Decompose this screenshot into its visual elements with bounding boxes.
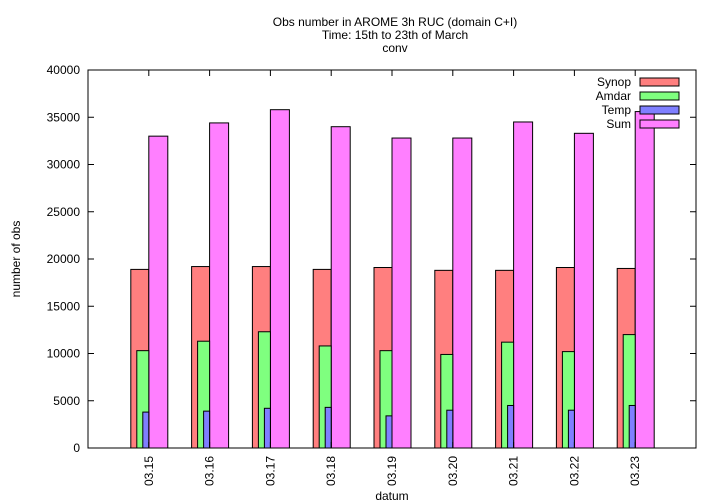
x-tick-label: 03.21 xyxy=(507,456,521,486)
y-tick-label: 25000 xyxy=(47,205,81,219)
chart-title-line-1: Obs number in AROME 3h RUC (domain C+I) xyxy=(273,15,517,29)
x-axis-label: datum xyxy=(375,489,408,503)
bar-sum-03.18 xyxy=(330,126,351,449)
legend-label-synop: Synop xyxy=(597,75,631,89)
y-tick-label: 10000 xyxy=(47,347,81,361)
y-tick-label: 20000 xyxy=(47,252,81,266)
legend-swatch-temp xyxy=(639,105,680,115)
legend-swatch-sum xyxy=(639,119,680,129)
y-tick-label: 15000 xyxy=(47,299,81,313)
x-tick-label: 03.15 xyxy=(142,456,156,486)
x-tick-label: 03.22 xyxy=(567,456,581,486)
legend-label-temp: Temp xyxy=(602,103,632,117)
bar-temp-03.16 xyxy=(203,410,211,449)
x-tick-label: 03.18 xyxy=(324,456,338,486)
chart-title-line-2: Time: 15th to 23th of March xyxy=(322,28,468,42)
x-tick-label: 03.19 xyxy=(385,456,399,486)
bar-sum-03.16 xyxy=(209,122,230,449)
bar-temp-03.21 xyxy=(507,404,515,449)
bar-temp-03.19 xyxy=(385,415,393,449)
y-tick-label: 35000 xyxy=(47,110,81,124)
x-axis: 03.15 03.16 03.17 03.18 03.19 03.20 03.21 03.22… xyxy=(142,70,642,486)
bars-group xyxy=(130,109,655,449)
bar-sum-03.21 xyxy=(513,121,534,449)
y-axis-label: number of obs xyxy=(9,221,23,298)
y-tick-label: 40000 xyxy=(47,63,81,77)
y-tick-label: 0 xyxy=(73,441,80,455)
x-tick-label: 03.20 xyxy=(446,456,460,486)
y-axis: 0 5000 10000 15000 20000 25000 30000 35000 40000 xyxy=(47,63,696,455)
bar-sum-03.17 xyxy=(269,109,290,449)
bar-sum-03.19 xyxy=(391,137,412,449)
x-tick-label: 03.17 xyxy=(263,456,277,486)
legend-swatch-amdar xyxy=(639,91,680,101)
y-tick-label: 5000 xyxy=(53,394,80,408)
x-tick-label: 03.16 xyxy=(203,456,217,486)
bar-temp-03.20 xyxy=(446,409,454,449)
y-tick-label: 30000 xyxy=(47,158,81,172)
bar-sum-03.22 xyxy=(573,132,594,449)
bar-sum-03.23 xyxy=(634,111,655,449)
chart-title: Obs number in AROME 3h RUC (domain C+I) … xyxy=(273,15,517,55)
chart-title-line-3: conv xyxy=(382,41,407,55)
bar-temp-03.17 xyxy=(263,407,271,449)
bar-sum-03.20 xyxy=(452,137,473,449)
legend-swatch-synop xyxy=(639,77,680,87)
x-tick-label: 03.23 xyxy=(628,456,642,486)
bar-temp-03.23 xyxy=(628,404,636,449)
bar-temp-03.22 xyxy=(567,409,575,449)
legend-label-sum: Sum xyxy=(606,117,631,131)
bar-sum-03.15 xyxy=(148,135,169,449)
legend-label-amdar: Amdar xyxy=(596,89,631,103)
bar-temp-03.15 xyxy=(142,411,150,449)
bar-temp-03.18 xyxy=(324,406,332,449)
